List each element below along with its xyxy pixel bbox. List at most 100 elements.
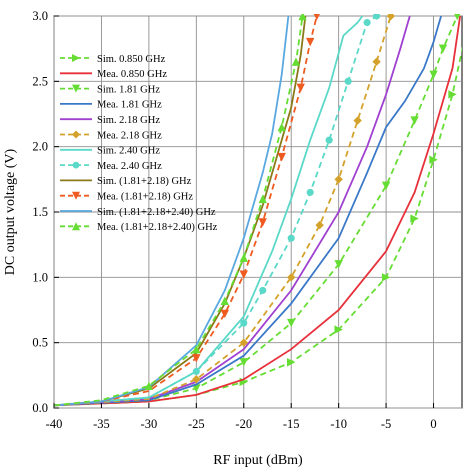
legend-item: Mea. 1.81 GHz [60,100,162,111]
legend-item: Sim. 0.850 GHz [60,54,166,65]
legend-item: Sim. (1.81+2.18+2.40) GHz [60,207,216,218]
data-point-marker [239,358,248,367]
legend-label: Sim. (1.81+2.18) GHz [97,176,192,187]
y-axis-title: DC output voltage (V) [3,148,18,275]
series-3 [54,14,461,407]
legend-label: Mea. 2.18 GHz [97,130,162,141]
legend: Sim. 0.850 GHz Mea. 0.850 GHz Sim. 1.81 GH… [60,54,218,233]
data-point-marker [258,218,267,227]
x-tick-label: 0 [430,417,436,431]
data-point-marker [373,14,381,20]
legend-item: Mea. 2.40 GHz [60,161,162,172]
x-tick-label: -5 [381,417,391,431]
series-2 [54,15,461,407]
data-point-marker [438,44,448,53]
series-line [54,15,461,407]
data-point-marker [463,25,471,33]
data-point-marker [277,122,286,132]
legend-item: Mea. 2.18 GHz [60,130,162,141]
data-point-marker [429,70,438,79]
data-point-marker [239,338,248,347]
y-tick-label: 1.5 [32,205,48,219]
data-point-marker [239,253,248,262]
data-point-marker [72,161,80,169]
data-point-marker [305,37,315,47]
legend-label: Mea. 0.850 GHz [97,69,167,80]
series-12 [54,14,307,407]
data-point-marker [239,270,248,279]
legend-label: Mea. 2.40 GHz [97,161,162,172]
series-line [54,15,442,407]
data-point-marker [334,260,343,269]
legend-label: Mea. (1.81+2.18) GHz [97,192,193,203]
data-point-marker [192,384,201,393]
legend-item: Mea. 0.850 GHz [60,69,167,80]
data-point-marker [296,83,305,93]
data-point-marker [410,116,419,125]
legend-label: Sim. 2.40 GHz [97,146,160,157]
y-tick-label: 0.5 [32,336,48,350]
data-point-marker [325,136,333,144]
data-point-marker [381,181,391,191]
series-10 [54,14,320,407]
data-point-marker [192,354,201,363]
data-point-marker [220,309,229,319]
data-point-marker [454,14,461,21]
data-point-marker [72,222,80,231]
x-tick-label: -30 [141,417,158,431]
data-point-marker [258,194,267,204]
series-4 [54,15,442,407]
x-axis: -40 -35 -30 -25 -20 -15 -10 -5 0 [46,403,437,431]
data-point-marker [287,234,295,242]
x-axis-title: RF input (dBm) [213,453,303,468]
legend-item: Sim. 1.81 GHz [60,84,160,95]
legend-label: Mea. (1.81+2.18+2.40) GHz [97,222,218,233]
x-tick-label: -40 [46,417,63,431]
data-point-marker [334,175,343,184]
data-point-marker [277,152,286,162]
data-point-marker [306,188,314,196]
data-point-marker [334,325,343,334]
data-point-marker [287,318,296,328]
data-point-marker [72,84,80,93]
series-line [54,15,304,407]
x-tick-label: -35 [93,417,110,431]
series-6 [54,14,396,407]
data-point-marker [259,286,267,294]
legend-item: Sim. 2.40 GHz [60,146,160,157]
x-tick-label: -20 [235,417,252,431]
data-point-marker [220,296,229,306]
x-tick-label: -25 [188,417,205,431]
series-line [54,15,290,407]
data-point-marker [381,273,391,282]
data-point-marker [372,57,381,66]
legend-item: Mea. (1.81+2.18+2.40) GHz [60,222,218,233]
y-tick-label: 0.0 [32,401,48,415]
data-point-marker [315,220,324,230]
y-tick-label: 2.5 [32,74,48,88]
legend-item: Sim. 2.18 GHz [60,115,160,126]
legend-label: Sim. 1.81 GHz [97,84,160,95]
data-point-marker [344,77,352,85]
legend-label: Sim. 2.18 GHz [97,115,160,126]
series-line [54,15,392,407]
series-layer [54,14,471,407]
data-point-marker [448,90,457,99]
data-point-marker [192,345,201,354]
legend-item: Mea. (1.81+2.18) GHz [60,192,193,203]
legend-label: Sim. 0.850 GHz [97,54,166,65]
series-line [54,15,411,407]
series-5 [54,15,411,407]
data-point-marker [353,116,362,125]
legend-label: Sim. (1.81+2.18+2.40) GHz [97,207,216,218]
legend-item: Sim. (1.81+2.18) GHz [60,176,192,187]
series-8 [54,14,381,407]
y-tick-label: 1.0 [32,270,48,284]
plot-area [53,14,471,409]
data-point-marker [72,54,80,62]
data-point-marker [386,14,396,21]
data-point-marker [72,130,80,139]
legend-label: Mea. 1.81 GHz [97,100,162,111]
data-point-marker [72,191,80,200]
